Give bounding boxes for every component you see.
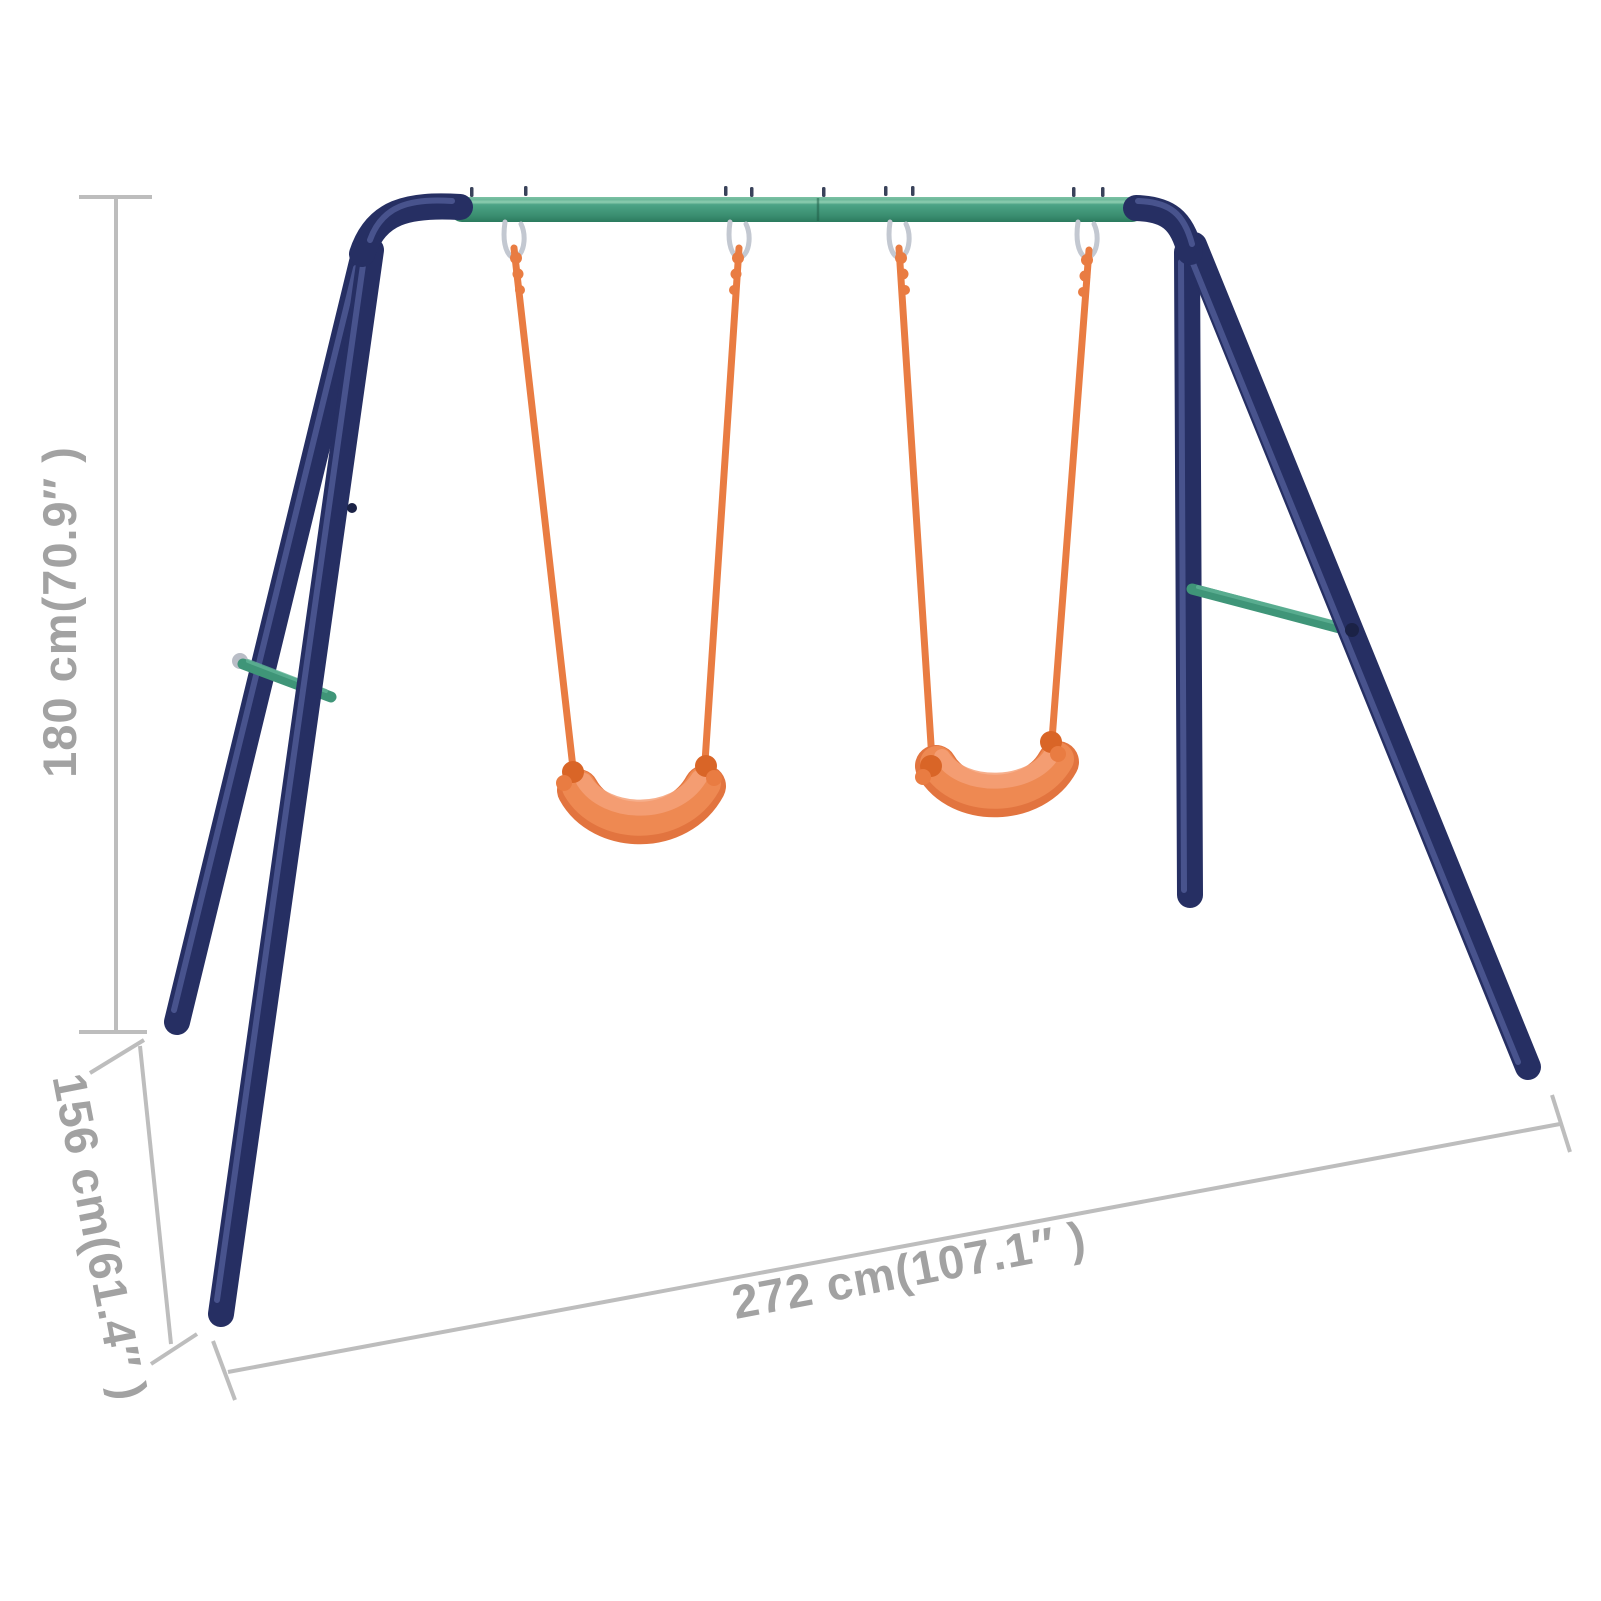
seat-knot — [915, 769, 931, 785]
right-side-brace — [1186, 583, 1357, 637]
bar-screw — [911, 186, 915, 196]
bar-screw — [470, 187, 474, 197]
top-bar-screws — [470, 186, 1105, 197]
swing-2-left-rope — [895, 244, 936, 764]
height-dimension: 180 cm(70.9″ ) — [33, 195, 152, 1034]
right-frame-corner-highlight — [1135, 198, 1195, 247]
swing-1-right-rope — [701, 244, 743, 766]
bar-screw — [822, 187, 826, 197]
width-dimension: 272 cm(107.1″ ) — [211, 1094, 1572, 1401]
seat-knot — [556, 775, 572, 791]
bar-screw — [1072, 187, 1076, 197]
right-brace-bolt — [1345, 623, 1359, 637]
left-front-leg — [208, 237, 384, 1327]
rope-knot — [510, 252, 522, 264]
width-dimension-tick-right — [1550, 1094, 1572, 1153]
bar-screw — [750, 187, 754, 197]
bar-screw — [1101, 187, 1105, 197]
left-frame-corner-highlight — [367, 197, 455, 243]
right-side-brace-highlight — [1196, 585, 1346, 627]
width-dimension-line — [227, 1122, 1561, 1374]
seat-knot — [706, 770, 722, 786]
rope-knot — [1081, 254, 1093, 266]
bar-screw — [884, 186, 888, 196]
rope-knot — [895, 252, 907, 264]
rope-knot — [729, 285, 739, 295]
top-bar — [450, 197, 1144, 222]
rope-knot — [900, 285, 910, 295]
swing-frame — [164, 186, 1541, 1327]
rope-knot — [1078, 287, 1088, 297]
left-rear-leg-highlight — [171, 265, 359, 1013]
rope-knot — [515, 285, 525, 295]
depth-dimension-tick-top — [88, 1038, 146, 1075]
swing-1 — [510, 244, 744, 845]
depth-dimension-label: 156 cm(61.4″ ) — [43, 1069, 158, 1405]
rope-knot — [1079, 270, 1091, 282]
swing-1-left-rope — [510, 244, 577, 772]
rope-knot — [512, 268, 524, 280]
width-dimension-tick-left — [211, 1340, 237, 1401]
height-dimension-label: 180 cm(70.9″ ) — [33, 446, 86, 778]
right-rear-leg — [1174, 239, 1203, 908]
right-frame-corner — [1123, 195, 1203, 265]
bar-screw — [524, 186, 528, 196]
right-rear-leg-highlight — [1178, 259, 1187, 893]
swing-2-seat-highlight — [934, 746, 1060, 789]
right-front-leg-highlight — [1187, 253, 1521, 1065]
rope-knot — [732, 252, 744, 264]
bar-screw — [724, 186, 728, 196]
depth-dimension-tick-bottom — [149, 1332, 199, 1366]
swing-1-seat-highlight — [576, 770, 707, 816]
swing-2-right-rope — [1048, 246, 1093, 744]
left-rear-leg — [164, 249, 375, 1035]
rope-knot — [897, 268, 909, 280]
swing-1-seat-surface — [562, 766, 721, 836]
left-front-leg-bolt — [347, 503, 357, 513]
right-front-leg — [1181, 232, 1541, 1080]
width-dimension-label: 272 cm(107.1″ ) — [728, 1211, 1091, 1329]
dimension-annotations: 180 cm(70.9″ ) 156 cm(61.4″ ) 272 cm(107… — [33, 195, 1572, 1405]
depth-dimension: 156 cm(61.4″ ) — [43, 1038, 199, 1405]
seat-knot — [1050, 746, 1066, 762]
swing-2 — [895, 244, 1093, 818]
rope-knot — [730, 268, 742, 280]
swing-hangers — [501, 219, 1100, 260]
depth-dimension-line — [138, 1045, 173, 1345]
left-front-leg-highlight — [214, 255, 367, 1303]
